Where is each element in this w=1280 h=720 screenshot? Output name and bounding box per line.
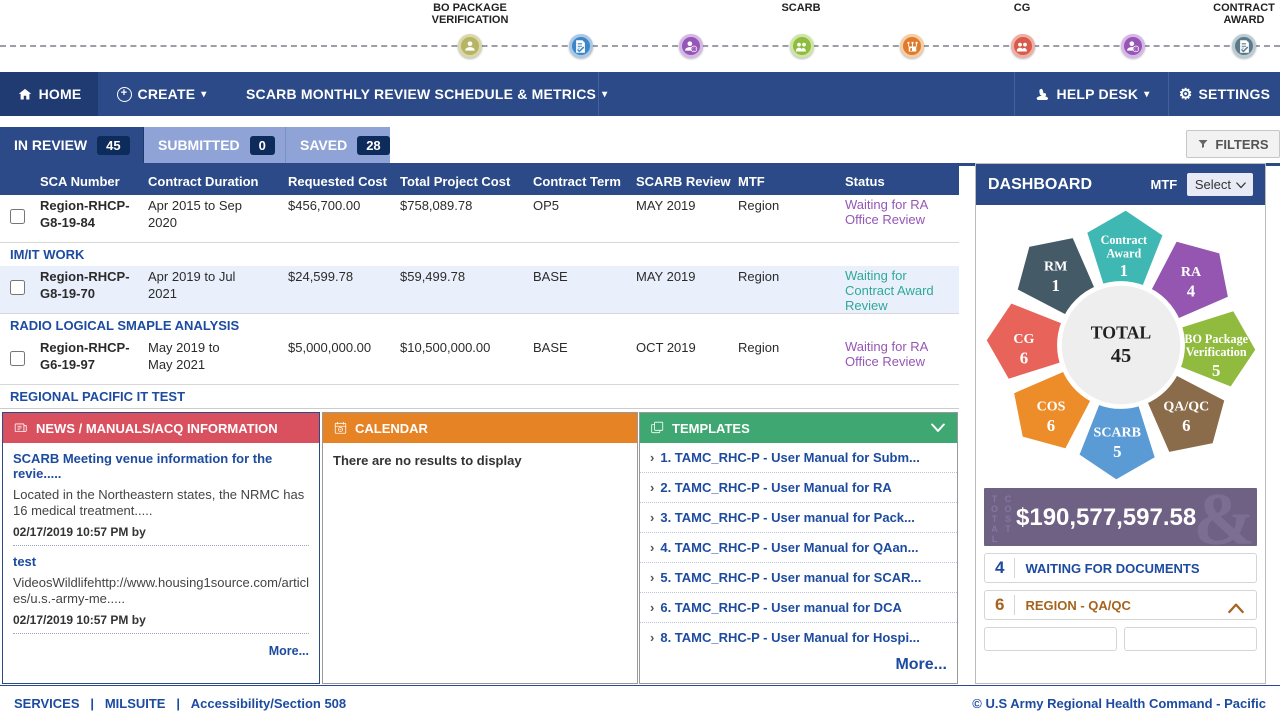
svg-text:6: 6	[1020, 349, 1028, 368]
svg-text:1: 1	[1120, 261, 1128, 280]
svg-text:SCARB: SCARB	[1094, 425, 1141, 440]
svg-text:RM: RM	[1044, 259, 1067, 274]
svg-text:BO Package: BO Package	[1184, 332, 1248, 346]
svg-text:6: 6	[1047, 416, 1055, 435]
svg-text:COS: COS	[1037, 399, 1066, 414]
svg-text:6: 6	[1182, 416, 1190, 435]
svg-text:Award: Award	[1106, 246, 1141, 260]
svg-text:5: 5	[1212, 361, 1220, 380]
svg-text:QA/QC: QA/QC	[1163, 399, 1209, 414]
svg-text:TOTAL: TOTAL	[1091, 322, 1152, 342]
svg-text:5: 5	[1113, 442, 1121, 461]
svg-text:45: 45	[1111, 345, 1132, 367]
svg-text:Contract: Contract	[1101, 233, 1147, 247]
svg-text:Verification: Verification	[1186, 345, 1247, 359]
svg-text:RA: RA	[1181, 265, 1202, 280]
svg-text:1: 1	[1051, 276, 1059, 295]
svg-text:4: 4	[1187, 281, 1196, 300]
svg-text:CG: CG	[1013, 332, 1034, 347]
